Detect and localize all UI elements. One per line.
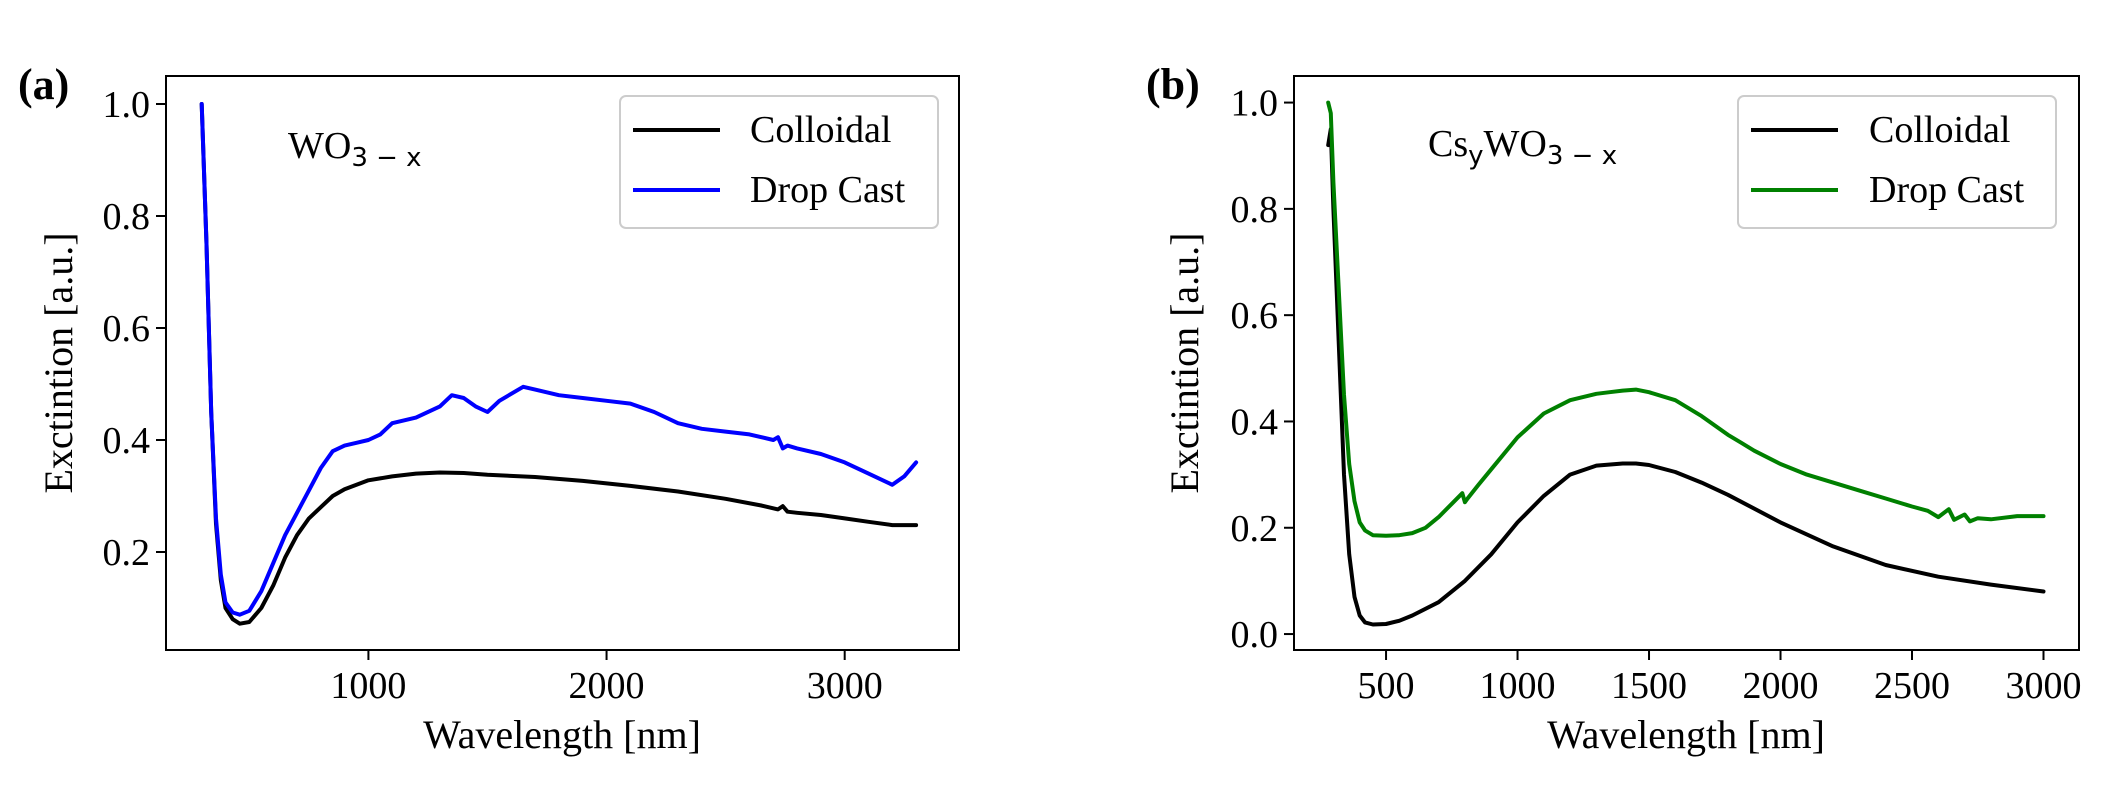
y-tick-label-b-0.4: 0.4 bbox=[1231, 401, 1279, 443]
compound-annotation-a: WO3 − x bbox=[288, 125, 422, 173]
legend-a: Colloidal Drop Cast bbox=[619, 95, 939, 229]
x-tick-label-b-500: 500 bbox=[1358, 665, 1415, 707]
y-axis-label-a: Exctintion [a.u.] bbox=[36, 232, 81, 493]
plot-frame-a bbox=[165, 75, 960, 651]
y-tick-label-b-0.8: 0.8 bbox=[1231, 189, 1279, 231]
y-axis-label-b: Exctintion [a.u.] bbox=[1162, 232, 1207, 493]
y-tick-label-a-0.6: 0.6 bbox=[103, 308, 151, 350]
y-tick-label-a-1.0: 1.0 bbox=[103, 84, 151, 126]
x-tick-label-b-2500: 2500 bbox=[1874, 665, 1950, 707]
x-axis-label-b: Wavelength [nm] bbox=[1547, 712, 1825, 757]
annotation-base-a: WO bbox=[288, 125, 351, 167]
panel-label-a: (a) bbox=[18, 60, 69, 109]
x-tick-label-b-3000: 3000 bbox=[2005, 665, 2081, 707]
y-axis-a: 0.2 0.4 0.6 0.8 1.0 bbox=[103, 84, 166, 574]
y-tick-label-b-0.6: 0.6 bbox=[1231, 295, 1279, 337]
series-line-b-drop-cast bbox=[1326, 100, 2046, 538]
legend-label-b-0: Colloidal bbox=[1869, 109, 2010, 151]
annotation-prefix-sub-b: y bbox=[1468, 141, 1483, 171]
x-tick-label-a-3000: 3000 bbox=[807, 665, 883, 707]
panel-b: (b) 500 1000 1500 2000 2500 3000 0.0 0.2 0.4 0.6… bbox=[1146, 60, 2081, 757]
panel-label-b: (b) bbox=[1146, 60, 1200, 109]
y-tick-label-b-1.0: 1.0 bbox=[1231, 83, 1279, 125]
annotation-base-b: WO bbox=[1484, 123, 1547, 165]
panel-a: (a) 1000 2000 3000 0.2 0.4 0.6 0.8 1.0 WO3 − x… bbox=[18, 60, 960, 757]
x-tick-label-b-1000: 1000 bbox=[1480, 665, 1556, 707]
y-tick-label-a-0.2: 0.2 bbox=[103, 532, 151, 574]
plot-area-a bbox=[199, 102, 919, 626]
annotation-sub-b: 3 − x bbox=[1547, 141, 1617, 171]
series-line-a-colloidal bbox=[199, 102, 919, 626]
x-tick-label-b-2000: 2000 bbox=[1743, 665, 1819, 707]
plot-frame-b bbox=[1293, 75, 2080, 651]
x-tick-label-a-2000: 2000 bbox=[569, 665, 645, 707]
series-line-b-colloidal bbox=[1326, 127, 2046, 627]
annotation-sub-a: 3 − x bbox=[351, 143, 421, 173]
legend-label-a-1: Drop Cast bbox=[750, 169, 906, 211]
series-line-a-drop-cast bbox=[199, 102, 919, 617]
legend-label-a-0: Colloidal bbox=[750, 109, 891, 151]
plot-area-b bbox=[1326, 100, 2046, 627]
compound-annotation-b: CsyWO3 − x bbox=[1428, 123, 1617, 171]
x-axis-b: 500 1000 1500 2000 2500 3000 bbox=[1358, 650, 2081, 707]
x-axis-label-a: Wavelength [nm] bbox=[423, 712, 701, 757]
y-tick-label-a-0.8: 0.8 bbox=[103, 196, 151, 238]
x-tick-label-a-1000: 1000 bbox=[330, 665, 406, 707]
y-tick-label-a-0.4: 0.4 bbox=[103, 420, 151, 462]
legend-b: Colloidal Drop Cast bbox=[1737, 95, 2057, 229]
annotation-prefix-b: Cs bbox=[1428, 123, 1468, 165]
x-axis-a: 1000 2000 3000 bbox=[330, 650, 883, 707]
y-axis-b: 0.0 0.2 0.4 0.6 0.8 1.0 bbox=[1231, 83, 1294, 656]
y-tick-label-b-0.0: 0.0 bbox=[1231, 614, 1279, 656]
y-tick-label-b-0.2: 0.2 bbox=[1231, 508, 1279, 550]
x-tick-label-b-1500: 1500 bbox=[1611, 665, 1687, 707]
legend-label-b-1: Drop Cast bbox=[1869, 169, 2025, 211]
